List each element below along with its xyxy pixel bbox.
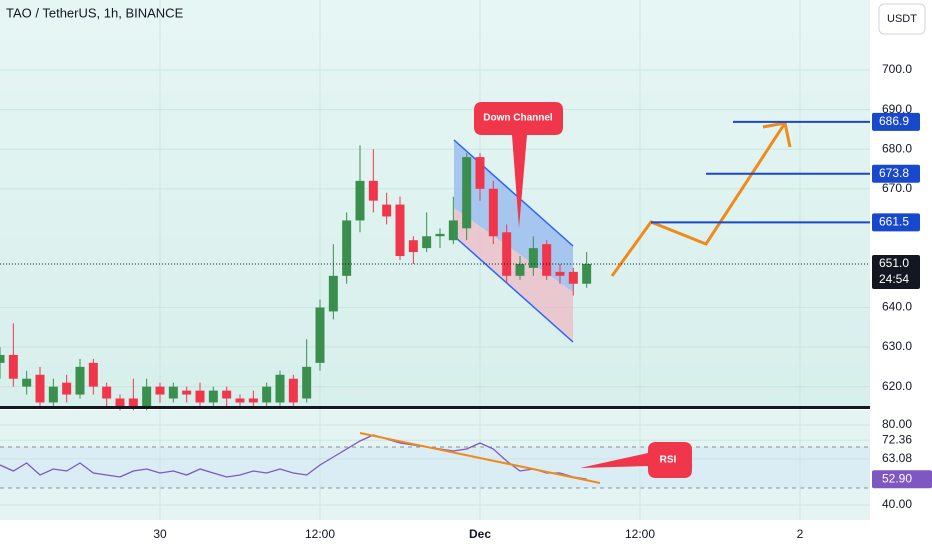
y-tick-label: 620.0 [882,379,912,393]
candle-body [155,386,165,395]
candle-body [368,180,378,201]
level-box [872,112,920,131]
rsi-line [0,434,587,480]
candle-body [328,275,338,312]
rsi-last-label: 52.90 [882,471,912,485]
rsi-band [0,447,870,488]
rsi-tick-label: 63.08 [882,451,912,465]
candle-body [0,354,5,363]
level-box [872,164,920,183]
projection-arrowhead [762,121,792,148]
candle-body [62,382,72,395]
candle-body [262,386,272,403]
y-tick-label: 640.0 [882,300,912,314]
candle-body [168,386,178,399]
x-tick-label: 2 [797,527,804,541]
candle-body [395,204,405,257]
candle-body [115,398,125,407]
candle-body [382,204,392,217]
channel-line [453,139,574,247]
chart-title: TAO / TetherUS, 1h, BINANCE [6,5,184,20]
candle-body [275,374,285,403]
candle-body [435,233,445,237]
time-scale [0,520,870,550]
candle-body [502,232,512,276]
y-tick-label: 690.0 [882,102,912,116]
currency-button[interactable] [878,3,926,35]
x-tick-label: 30 [153,527,167,541]
level-label: 686.9 [879,114,909,128]
candle-body [128,398,138,407]
candle-body [8,354,18,379]
price-pane [0,0,870,408]
candle-body [355,180,365,221]
annotation: Down Channel [483,113,553,124]
candle-body [408,240,418,253]
y-tick-label: 700.0 [882,62,912,76]
candle-body [182,390,192,395]
candle-body [542,244,552,276]
candle-body [488,188,498,237]
candle-body [582,263,592,284]
annotation: RSI [660,455,677,466]
channel-lower [454,208,573,342]
rsi-tick-label: 72.36 [882,432,912,446]
candle-body [568,271,578,284]
currency[interactable]: USDT [887,13,917,25]
callout-rsi [580,442,692,478]
level-box [872,213,920,232]
x-tick-label: 12:00 [625,527,655,541]
candle-body [515,263,525,276]
projection-path [610,122,787,277]
level-label: 661.5 [879,215,909,229]
candle-body [475,157,485,189]
rsi-tick-label: 80.00 [882,417,912,431]
candle-body [208,390,218,403]
countdown: 24:54 [879,272,909,286]
candle-body [22,378,32,387]
x-tick-label: 12:00 [305,527,335,541]
candle-body [342,220,352,276]
last-price-box [872,254,920,289]
pane-separator [0,406,870,409]
candle-body [462,157,472,229]
y-tick-label: 670.0 [882,181,912,195]
candle-body [75,366,85,395]
candle-body [315,307,325,363]
candle-body [35,374,45,403]
candle-body [142,386,152,407]
channel-line [453,235,574,343]
candle-body [448,220,458,241]
candle-body [288,378,298,403]
candle-body [248,398,258,403]
candle-body [222,390,232,399]
candle-body [235,398,245,403]
candle-body [555,271,565,276]
candle-body [302,366,312,399]
y-tick-label: 680.0 [882,141,912,155]
x-tick-label: Dec [469,527,491,541]
candle-body [195,390,205,403]
callout-down-channel [474,102,563,228]
candle-body [422,236,432,249]
rsi-trendline [359,432,601,484]
last-price-label: 651.0 [879,256,909,270]
candle-body [528,248,538,268]
y-tick-label: 630.0 [882,339,912,353]
level-label: 673.8 [879,166,909,180]
rsi-tick-label: 40.00 [882,497,912,511]
candle-body [88,362,98,387]
candle-body [48,386,58,403]
rsi-last-box [872,470,932,489]
candle-body [102,386,112,399]
